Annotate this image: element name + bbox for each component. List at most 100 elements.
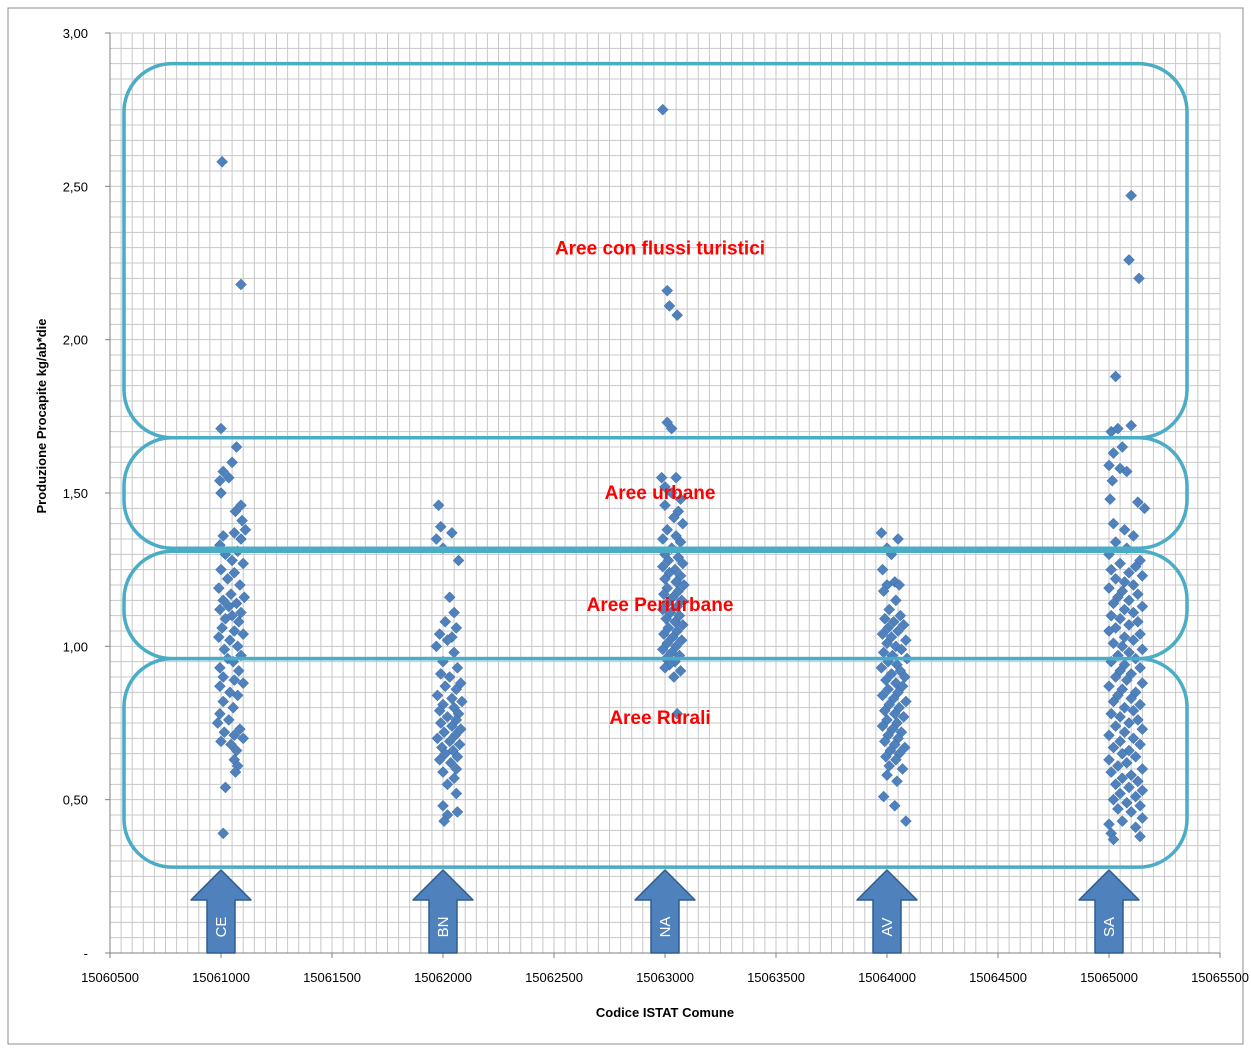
data-point: [434, 717, 447, 729]
data-point: [1134, 661, 1146, 674]
data-point: [1125, 189, 1138, 202]
data-point: [666, 591, 679, 604]
data-point: [875, 527, 888, 539]
data-point: [1127, 579, 1140, 591]
data-point: [1107, 695, 1120, 708]
data-point: [1123, 717, 1135, 729]
data-point: [1123, 619, 1135, 631]
data-point: [448, 772, 460, 785]
y-tick-label: 2,00: [63, 333, 88, 348]
data-point: [675, 634, 688, 647]
data-point: [222, 714, 235, 726]
data-point: [235, 533, 247, 545]
data-point: [1107, 637, 1120, 650]
data-point: [890, 594, 902, 607]
data-point: [671, 707, 684, 720]
data-point: [656, 560, 669, 573]
data-point: [1120, 757, 1133, 769]
data-point: [221, 573, 234, 585]
y-tick-label: 1,50: [63, 486, 88, 501]
data-point: [433, 753, 446, 766]
data-point: [665, 487, 678, 499]
data-point: [1106, 474, 1119, 487]
data-point: [450, 622, 463, 634]
data-point: [212, 631, 225, 643]
data-point: [670, 471, 682, 484]
data-point: [1107, 447, 1120, 459]
data-point: [453, 738, 466, 751]
data-point: [877, 585, 890, 597]
x-tick-label: 15063500: [747, 970, 805, 985]
data-point: [1114, 787, 1126, 800]
x-tick-label: 15060500: [81, 970, 139, 985]
data-point: [1134, 738, 1146, 751]
data-point: [1116, 441, 1129, 453]
data-point: [225, 588, 237, 601]
y-axis-title: Produzione Procapite kg/ab*die: [34, 318, 49, 513]
data-point: [881, 769, 893, 781]
data-point: [1129, 750, 1142, 763]
data-point: [656, 533, 669, 545]
data-point: [676, 619, 689, 631]
y-tick-label: 1,00: [63, 639, 88, 654]
data-point: [1127, 530, 1140, 542]
data-point: [215, 563, 227, 576]
province-label: CE: [213, 917, 230, 938]
x-tick-label: 15064000: [858, 970, 916, 985]
province-arrow: [1078, 869, 1140, 954]
data-point: [1136, 763, 1149, 775]
province-arrow: [634, 869, 696, 954]
data-point: [896, 763, 909, 775]
data-point: [211, 717, 224, 729]
data-point: [235, 606, 247, 619]
data-point: [214, 474, 226, 487]
data-point: [227, 701, 240, 714]
data-point: [1107, 793, 1120, 806]
data-point: [656, 103, 669, 116]
data-point: [438, 726, 450, 739]
data-point: [215, 487, 227, 499]
data-point: [659, 573, 671, 585]
data-point: [1114, 735, 1126, 748]
data-point: [214, 661, 226, 674]
data-point: [892, 625, 904, 637]
data-point: [437, 766, 449, 778]
data-point: [1103, 753, 1115, 766]
data-point: [876, 628, 889, 640]
data-point: [238, 591, 251, 604]
data-point: [1120, 465, 1133, 478]
data-point: [237, 557, 250, 570]
data-point: [430, 533, 443, 545]
data-point: [1105, 563, 1118, 576]
data-point: [1116, 815, 1129, 827]
province-arrow: [856, 869, 918, 954]
data-point: [1109, 778, 1122, 791]
data-point: [431, 689, 444, 702]
data-point: [671, 309, 684, 321]
data-point: [434, 520, 447, 533]
data-point: [1125, 692, 1138, 705]
data-point: [1118, 701, 1131, 714]
data-point: [659, 481, 671, 493]
data-point: [454, 723, 467, 735]
axis-labels: Codice ISTAT Comune Produzione Procapite…: [34, 318, 734, 1020]
data-point: [876, 689, 889, 702]
data-point: [661, 284, 674, 297]
data-point: [876, 720, 889, 732]
data-point: [877, 790, 890, 803]
data-point: [875, 661, 888, 674]
data-point: [443, 671, 456, 683]
data-point: [1116, 772, 1129, 785]
data-point: [446, 527, 458, 539]
data-point: [660, 612, 672, 625]
data-point: [1118, 726, 1131, 739]
data-point: [212, 582, 225, 594]
data-point: [1103, 625, 1115, 637]
data-point: [239, 523, 252, 536]
data-point: [446, 692, 458, 705]
data-point: [1134, 698, 1146, 711]
data-point: [444, 757, 457, 769]
data-point: [1105, 609, 1118, 622]
